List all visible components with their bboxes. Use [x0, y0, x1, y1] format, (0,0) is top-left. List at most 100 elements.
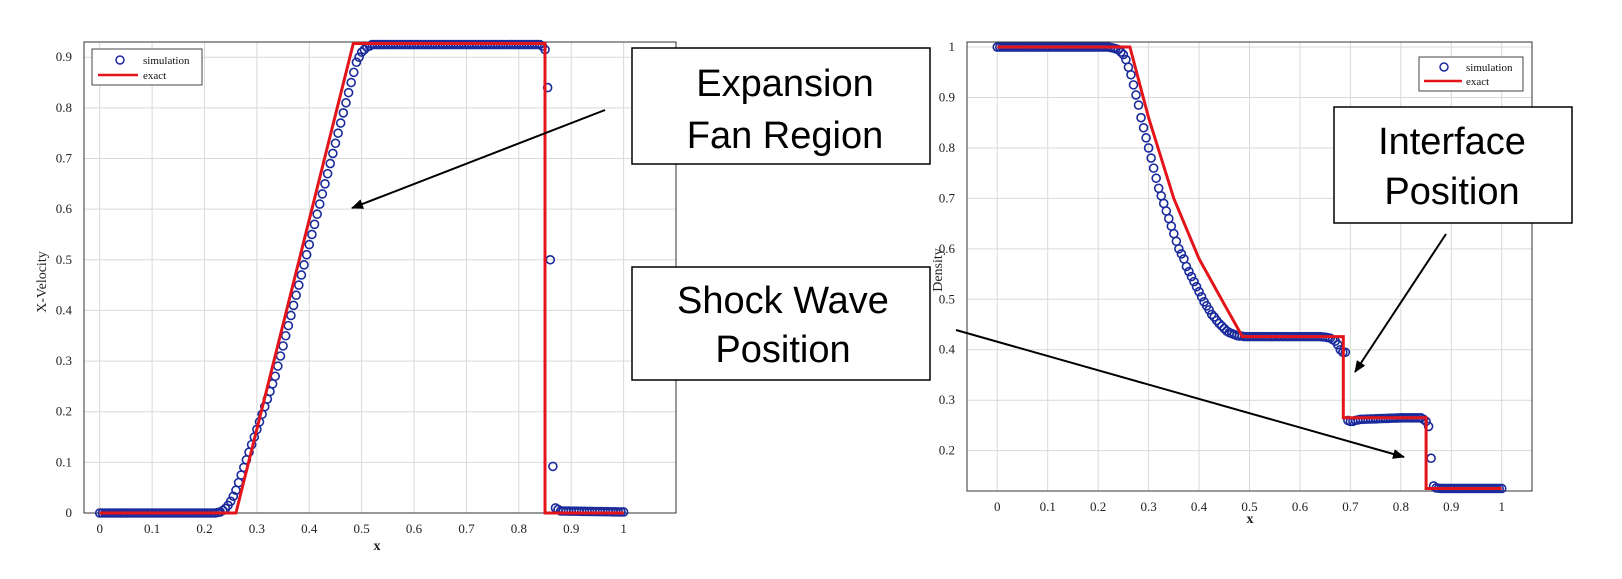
density-simulation-point	[1216, 321, 1227, 331]
velocity-y-tick-label: 0.7	[56, 150, 73, 165]
density-simulation-point	[1186, 271, 1197, 282]
density-simulation-point	[1423, 421, 1434, 432]
expansion-fan-label-line2: Fan Region	[687, 115, 883, 157]
velocity-simulation-point	[346, 77, 356, 88]
density-simulation-point	[1184, 266, 1194, 277]
velocity-simulation-point	[356, 47, 367, 57]
velocity-y-tick-label: 0.8	[56, 100, 72, 115]
interface-annotation: Interface Position	[1333, 106, 1573, 373]
velocity-y-axis-label: X-Velocity	[35, 251, 50, 312]
velocity-legend-simulation-marker	[115, 55, 125, 65]
density-y-tick-label: 1	[949, 39, 956, 54]
velocity-simulation-point	[320, 179, 330, 189]
density-legend-box	[1418, 56, 1524, 92]
velocity-simulation-point	[335, 118, 346, 128]
velocity-simulation-point	[304, 239, 315, 250]
velocity-x-tick-label: 0.4	[301, 521, 318, 536]
density-axes-frame	[966, 41, 1533, 492]
velocity-simulation-point	[299, 260, 309, 270]
velocity-simulation-point	[270, 371, 281, 382]
density-y-tick-label: 0.5	[939, 291, 955, 306]
velocity-x-axis-label: x	[374, 539, 381, 554]
density-y-tick-label: 0.3	[939, 392, 955, 407]
density-x-tick-label: 1	[1498, 499, 1505, 514]
density-simulation-point	[1181, 261, 1192, 272]
velocity-y-tick-label: 0.3	[56, 353, 72, 368]
expansion-fan-label-line1: Expansion	[696, 63, 873, 105]
expansion-fan-annotation: Expansion Fan Region	[351, 47, 931, 209]
velocity-simulation-point	[301, 249, 312, 260]
velocity-simulation-point	[325, 158, 336, 169]
velocity-simulation-point	[286, 310, 296, 321]
expansion-fan-box	[631, 47, 931, 165]
density-simulation-point	[1118, 49, 1129, 60]
density-simulation-point	[1131, 90, 1141, 100]
velocity-legend-simulation-label: simulation	[143, 55, 190, 67]
density-x-tick-label: 0.6	[1292, 499, 1309, 514]
velocity-x-tick-label: 0.7	[458, 521, 475, 536]
density-x-tick-label: 0.2	[1090, 499, 1106, 514]
density-simulation-point	[1191, 281, 1202, 292]
density-simulation-point	[1176, 249, 1187, 259]
density-x-tick-label: 0.9	[1443, 499, 1459, 514]
velocity-legend-box	[91, 48, 203, 86]
density-x-tick-label: 0.7	[1342, 499, 1359, 514]
shock-wave-label-line1: Shock Wave	[677, 280, 889, 322]
velocity-simulation-point	[280, 330, 291, 341]
velocity-simulation-point	[349, 67, 359, 78]
velocity-y-tick-label: 0.9	[56, 49, 72, 64]
shock-wave-annotation: Shock Wave Position	[631, 266, 1405, 459]
interface-label-line1: Interface	[1378, 121, 1526, 163]
density-simulation-point	[1332, 339, 1343, 350]
density-exact-line	[997, 45, 1502, 490]
velocity-legend: simulation exact	[91, 48, 203, 86]
expansion-fan-arrow	[351, 109, 606, 209]
interface-arrow	[1354, 233, 1447, 373]
velocity-simulation-point	[307, 229, 317, 240]
shock-wave-label-line2: Position	[715, 329, 850, 371]
velocity-simulation-point	[288, 300, 299, 311]
velocity-y-tick-label: 0.6	[56, 201, 73, 216]
velocity-simulation-point	[314, 199, 325, 209]
density-x-tick-label: 0.8	[1393, 499, 1409, 514]
velocity-y-tick-label: 0	[66, 505, 73, 520]
velocity-legend-exact-label: exact	[143, 70, 166, 82]
density-x-tick-label: 0.3	[1140, 499, 1156, 514]
density-simulation-point	[1138, 122, 1149, 133]
velocity-simulation-point	[351, 57, 362, 68]
velocity-simulation-point	[548, 461, 558, 472]
shock-wave-arrow	[955, 329, 1405, 459]
density-x-tick-label: 0.5	[1241, 499, 1257, 514]
density-y-tick-label: 0.6	[939, 241, 956, 256]
velocity-simulation-point	[317, 189, 328, 199]
density-simulation-point	[1148, 163, 1159, 173]
velocity-simulation-point	[278, 341, 288, 351]
velocity-x-tick-label: 0.6	[406, 521, 423, 536]
velocity-simulation-point	[225, 496, 236, 507]
density-y-tick-label: 0.2	[939, 443, 955, 458]
velocity-simulation-point	[275, 351, 286, 361]
velocity-y-tick-label: 0.1	[56, 454, 72, 469]
density-simulation-point	[1189, 276, 1199, 287]
density-simulation-point	[1133, 100, 1144, 110]
velocity-simulation-point	[273, 361, 283, 371]
velocity-simulation-point	[343, 87, 354, 98]
velocity-simulation-point	[296, 270, 307, 280]
density-x-tick-label: 0.4	[1191, 499, 1208, 514]
velocity-x-tick-label: 1	[620, 521, 627, 536]
velocity-simulation-point	[354, 52, 364, 62]
velocity-y-tick-label: 0.2	[56, 404, 72, 419]
density-y-axis-label: Density	[931, 248, 946, 292]
velocity-x-tick-label: 0.8	[511, 521, 527, 536]
velocity-simulation-point	[328, 148, 338, 159]
density-legend-simulation-marker	[1439, 62, 1449, 72]
velocity-simulation-point	[312, 209, 322, 219]
density-y-tick-label: 0.8	[939, 140, 955, 155]
velocity-x-tick-label: 0	[96, 521, 103, 536]
density-y-tick-label: 0.4	[939, 342, 956, 357]
density-x-tick-label: 0.1	[1040, 499, 1056, 514]
velocity-simulation-point	[228, 491, 239, 502]
velocity-exact-line	[99, 42, 624, 515]
shock-wave-box	[631, 266, 931, 381]
